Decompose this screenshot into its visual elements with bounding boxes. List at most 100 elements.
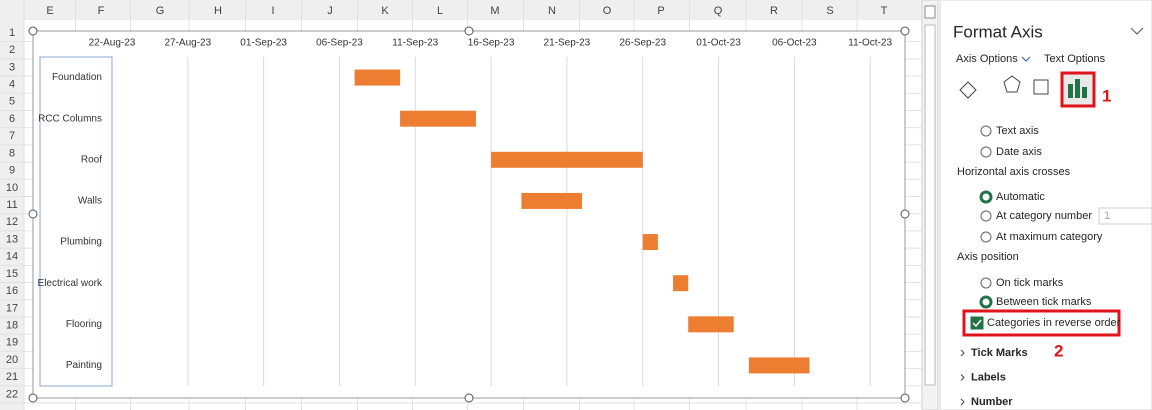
row-header: 13 xyxy=(6,233,18,245)
icon-bar xyxy=(1068,84,1073,98)
row-header: 5 xyxy=(9,96,15,108)
row-header: 7 xyxy=(9,130,15,142)
bar xyxy=(521,192,583,209)
size-icon[interactable] xyxy=(1033,79,1049,95)
bar xyxy=(748,357,810,374)
expand-arrow[interactable] xyxy=(960,349,965,357)
row-header: 16 xyxy=(6,285,18,297)
option-label[interactable]: Text axis xyxy=(996,125,1039,137)
column-header: F xyxy=(98,5,105,17)
column-header: Q xyxy=(714,5,723,17)
format-pane xyxy=(939,0,1152,410)
effects-icon[interactable] xyxy=(1003,75,1021,93)
column-header: G xyxy=(156,5,165,17)
x-tick-label: 11-Sep-23 xyxy=(392,38,438,49)
scroll-thumb[interactable] xyxy=(924,24,936,386)
row-header: 22 xyxy=(6,388,18,400)
callout: 1 xyxy=(1102,86,1111,105)
input-value: 1 xyxy=(1104,210,1110,222)
pane-title: Format Axis xyxy=(953,22,1043,41)
resize-handle[interactable] xyxy=(28,26,38,36)
bar xyxy=(688,316,734,333)
expand-arrow[interactable] xyxy=(960,374,965,381)
radio[interactable] xyxy=(979,190,993,204)
category-label: Plumbing xyxy=(60,237,102,248)
row-header: 8 xyxy=(9,147,15,159)
option-label[interactable]: Categories in reverse order xyxy=(987,317,1121,329)
category-label: Foundation xyxy=(52,72,102,83)
icon-bar xyxy=(1082,87,1087,98)
x-tick-label: 01-Oct-23 xyxy=(696,38,741,49)
resize-handle[interactable] xyxy=(464,393,474,403)
row-header: 4 xyxy=(9,79,15,91)
row-header: 19 xyxy=(6,337,18,349)
section-header[interactable]: Labels xyxy=(971,371,1006,383)
column-header: K xyxy=(381,5,389,17)
column-header: P xyxy=(657,5,664,17)
radio[interactable] xyxy=(980,210,992,222)
tab[interactable]: Text Options xyxy=(1044,53,1106,65)
column-header-bar xyxy=(0,0,922,20)
category-axis-selection[interactable] xyxy=(39,56,113,387)
bar xyxy=(642,234,658,251)
bar xyxy=(491,151,643,168)
row-header: 15 xyxy=(6,268,18,280)
option-label[interactable]: At maximum category xyxy=(996,231,1103,243)
tab[interactable]: Axis Options xyxy=(956,53,1018,65)
resize-handle[interactable] xyxy=(28,209,38,219)
fill-icon[interactable] xyxy=(959,81,977,99)
pane-collapse[interactable] xyxy=(1130,27,1144,35)
option-label[interactable]: At category number xyxy=(996,210,1092,222)
column-header: O xyxy=(603,5,612,17)
radio[interactable] xyxy=(980,146,992,158)
option-label[interactable]: Date axis xyxy=(996,146,1042,158)
section-header[interactable]: Tick Marks xyxy=(971,347,1028,359)
radio[interactable] xyxy=(979,295,993,309)
option-label[interactable]: Between tick marks xyxy=(996,296,1092,308)
row-header: 14 xyxy=(6,251,18,263)
x-tick-label: 01-Sep-23 xyxy=(240,38,287,49)
category-label: Painting xyxy=(66,360,102,371)
row-header: 1 xyxy=(9,27,15,39)
x-tick-label: 26-Sep-23 xyxy=(619,38,666,49)
chart-area[interactable] xyxy=(32,30,906,399)
expand-arrow[interactable] xyxy=(960,398,965,406)
resize-handle[interactable] xyxy=(900,393,910,403)
column-header: E xyxy=(46,5,53,17)
column-header: L xyxy=(437,5,443,17)
axis-options-icon[interactable] xyxy=(1060,71,1096,108)
column-header: M xyxy=(490,5,499,17)
resize-handle[interactable] xyxy=(28,393,38,403)
option-label[interactable]: On tick marks xyxy=(996,277,1064,289)
scroll-up[interactable] xyxy=(924,5,936,19)
column-header: R xyxy=(770,5,778,17)
row-header: 10 xyxy=(6,182,18,194)
resize-handle[interactable] xyxy=(900,209,910,219)
option-heading: Axis position xyxy=(957,251,1019,263)
row-header: 6 xyxy=(9,113,15,125)
resize-handle[interactable] xyxy=(900,26,910,36)
bar xyxy=(400,110,476,127)
category-label: RCC Columns xyxy=(38,113,102,124)
x-tick-label: 11-Oct-23 xyxy=(848,38,892,49)
tab-dropdown[interactable] xyxy=(1021,56,1031,62)
row-header: 17 xyxy=(6,302,18,314)
radio[interactable] xyxy=(980,125,992,137)
x-tick-label: 16-Sep-23 xyxy=(468,38,515,49)
resize-handle[interactable] xyxy=(464,26,474,36)
row-header: 9 xyxy=(9,165,15,177)
x-tick-label: 27-Aug-23 xyxy=(164,38,211,49)
option-label[interactable]: Automatic xyxy=(996,191,1045,203)
section-header[interactable]: Number xyxy=(971,396,1013,408)
row-header: 3 xyxy=(9,61,15,73)
column-header: S xyxy=(826,5,833,17)
checkbox[interactable] xyxy=(970,316,984,330)
number-input[interactable] xyxy=(1098,207,1152,225)
x-tick-label: 06-Sep-23 xyxy=(316,38,363,49)
column-header: H xyxy=(214,5,222,17)
radio[interactable] xyxy=(980,277,992,289)
highlight-box xyxy=(962,309,1121,337)
row-header: 20 xyxy=(6,354,18,366)
radio[interactable] xyxy=(980,231,992,243)
